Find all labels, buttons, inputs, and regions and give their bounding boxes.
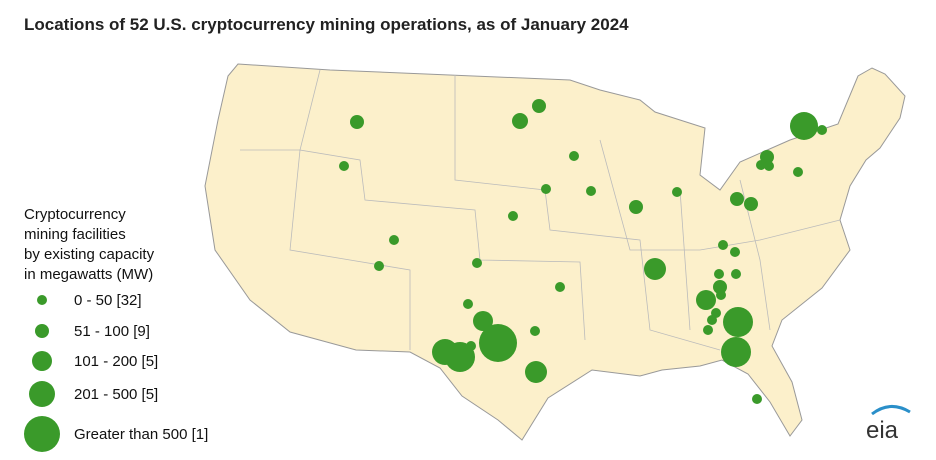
title: Locations of 52 U.S. cryptocurrency mini… [24,15,629,34]
facility-marker [703,325,713,335]
facility-marker [696,290,716,310]
facility-marker [569,151,579,161]
legend-symbol [37,295,47,305]
facility-marker [718,240,728,250]
logo-arc [871,405,911,416]
facility-marker [374,261,384,271]
facility-marker [530,326,540,336]
facility-marker [760,150,774,164]
legend: Cryptocurrency mining facilities by exis… [24,206,208,452]
facility-marker [817,125,827,135]
facility-marker [525,361,547,383]
logo-text: eia [866,417,899,444]
facility-marker [508,211,518,221]
legend-label: 201 - 500 [5] [74,386,158,403]
legend-symbol [29,381,55,407]
facility-marker [350,115,364,129]
facility-marker [713,280,727,294]
facility-marker [716,290,726,300]
shape [299,69,586,341]
facility-marker [586,186,596,196]
facility-marker [744,197,758,211]
facility-marker [629,200,643,214]
facility-marker [463,299,473,309]
facility-marker [479,324,517,362]
eia-logo: eia [866,405,911,444]
facility-marker [466,341,476,351]
facility-markers [339,99,827,404]
facility-marker [472,258,482,268]
facility-marker [721,337,751,367]
legend-label: 0 - 50 [32] [74,292,142,309]
facility-marker [752,394,762,404]
facility-marker [512,113,528,129]
legend-symbol [35,324,49,338]
facility-marker [723,307,753,337]
legend-title: by existing capacity [24,246,155,263]
facility-marker [730,192,744,206]
facility-marker [730,247,740,257]
facility-marker [764,161,774,171]
facility-marker [339,161,349,171]
legend-symbol [24,416,60,452]
legend-symbol [32,351,52,371]
facility-marker [473,311,493,331]
legend-title: Cryptocurrency [24,206,126,223]
facility-marker [756,160,766,170]
facility-marker [644,258,666,280]
shape [599,139,841,251]
facility-marker [793,167,803,177]
facility-marker [790,112,818,140]
facility-marker [731,269,741,279]
legend-title: mining facilities [24,226,126,243]
facility-marker [714,269,724,279]
shape [454,75,721,351]
legend-label: 101 - 200 [5] [74,353,158,370]
facility-marker [532,99,546,113]
shape [240,149,411,350]
facility-marker [672,187,682,197]
legend-label: Greater than 500 [1] [74,426,208,443]
legend-label: 51 - 100 [9] [74,323,150,340]
facility-marker [555,282,565,292]
legend-title: in megawatts (MW) [24,266,153,283]
facility-marker [389,235,399,245]
facility-marker [707,315,717,325]
state-lines [240,69,841,351]
facility-marker [541,184,551,194]
